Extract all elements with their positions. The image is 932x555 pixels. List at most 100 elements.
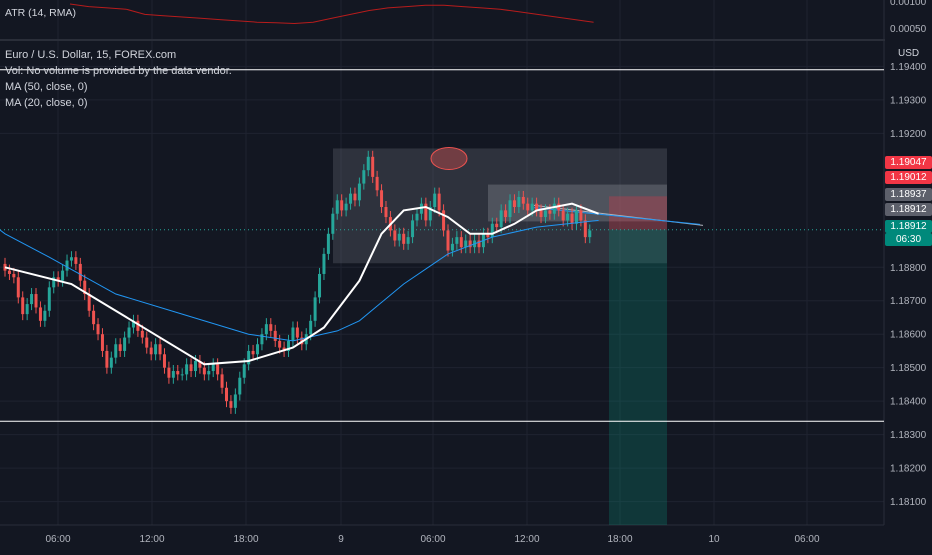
candle-body	[495, 223, 499, 228]
candle-body	[450, 243, 454, 251]
candle	[291, 321, 295, 347]
candle	[16, 271, 20, 304]
atr-tick-label: 0.00050	[890, 24, 927, 35]
candle	[185, 358, 189, 381]
candle-body	[131, 320, 135, 328]
candle	[145, 331, 149, 354]
candle	[446, 224, 450, 257]
candle	[136, 314, 140, 337]
x-tick-label: 06:00	[45, 534, 70, 545]
candle-body	[446, 230, 450, 251]
candle	[56, 271, 60, 287]
candle-body	[264, 324, 268, 335]
candle	[477, 234, 481, 254]
candle	[539, 204, 543, 224]
candle-body	[38, 307, 42, 321]
candle	[543, 204, 547, 224]
y-tick-label: 1.19300	[890, 95, 927, 106]
candle	[273, 324, 277, 347]
currency-label[interactable]: USD	[898, 48, 920, 59]
candle-body	[273, 330, 277, 341]
candle-body	[176, 371, 180, 375]
candle	[229, 395, 233, 414]
candle-body	[295, 327, 299, 338]
candle-body	[278, 340, 282, 348]
ma20-legend[interactable]: MA (20, close, 0)	[5, 97, 88, 109]
candle-body	[225, 387, 228, 402]
candle	[269, 318, 273, 337]
candle	[207, 365, 211, 381]
candle	[335, 194, 339, 220]
candle-body	[419, 203, 423, 214]
x-tick-label: 18:00	[233, 534, 258, 545]
candle	[92, 304, 96, 331]
candle-body	[260, 334, 264, 345]
candle-body	[30, 294, 34, 305]
candle	[149, 341, 153, 361]
candle	[21, 291, 25, 321]
price-label: 1.18937	[885, 188, 932, 201]
candle-body	[313, 297, 317, 321]
candle-body	[25, 304, 29, 315]
candle-body	[428, 207, 432, 221]
candle	[570, 207, 574, 230]
candle-body	[78, 263, 82, 281]
candle-body	[123, 337, 127, 351]
candle	[490, 217, 494, 244]
candle	[242, 358, 246, 384]
candle-body	[167, 367, 171, 378]
candle-body	[162, 354, 166, 368]
candle-body	[335, 200, 339, 214]
candle-body	[517, 196, 521, 208]
candle	[34, 288, 38, 314]
candle	[87, 288, 91, 317]
candle-body	[433, 193, 437, 208]
candle-body	[287, 340, 291, 351]
candle-body	[12, 273, 16, 278]
candle	[380, 184, 384, 214]
candle-body	[21, 297, 25, 315]
atr-tick-label: 0.00100	[890, 0, 927, 8]
candle-body	[415, 213, 419, 221]
candle-body	[100, 334, 104, 351]
candle	[419, 197, 423, 220]
candle-body	[406, 237, 410, 244]
candle	[433, 187, 437, 214]
candle-body	[247, 350, 251, 365]
candle-body	[193, 360, 197, 372]
candle-body	[464, 240, 468, 248]
candle-body	[561, 210, 565, 221]
candle	[247, 344, 251, 371]
candle-body	[180, 374, 184, 376]
candle-body	[118, 344, 122, 351]
candle-body	[47, 287, 51, 311]
candle	[424, 197, 428, 227]
candle-body	[424, 203, 428, 221]
atr-legend[interactable]: ATR (14, RMA)	[5, 7, 76, 19]
candle-body	[16, 277, 20, 298]
candle-body	[154, 344, 158, 355]
candle	[180, 368, 184, 381]
candle	[96, 318, 100, 341]
x-tick-label: 12:00	[139, 534, 164, 545]
candle	[371, 150, 375, 183]
candle	[393, 224, 397, 247]
candle	[411, 214, 415, 244]
take-profit-zone	[609, 229, 667, 525]
candle-body	[535, 203, 539, 211]
ma50-legend[interactable]: MA (50, close, 0)	[5, 81, 88, 93]
candle-body	[468, 240, 472, 248]
candle	[499, 204, 503, 234]
candle-body	[499, 210, 503, 228]
stop-loss-zone	[609, 196, 667, 230]
candle-body	[543, 210, 547, 218]
candle-body	[583, 220, 587, 238]
symbol-legend[interactable]: Euro / U.S. Dollar, 15, FOREX.com	[5, 49, 177, 61]
candle-body	[87, 294, 91, 311]
candle-body	[486, 233, 490, 238]
candle	[313, 291, 317, 327]
candle-body	[220, 374, 224, 388]
candle	[220, 368, 224, 394]
